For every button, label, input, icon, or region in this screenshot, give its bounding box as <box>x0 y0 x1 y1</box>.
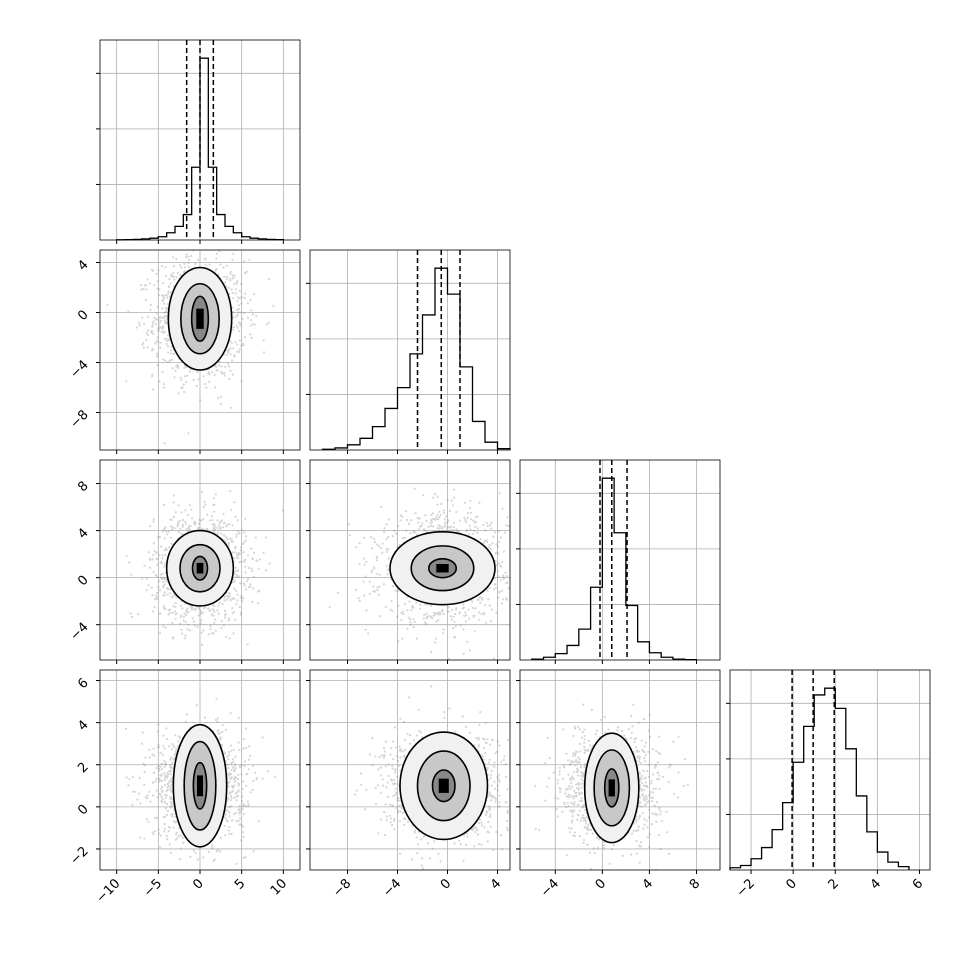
histogram-line <box>321 267 511 450</box>
contour-line-0 <box>431 769 456 803</box>
y-tick-label: −4 <box>67 358 91 382</box>
panel-content <box>520 670 720 870</box>
y-tick-label: 0 <box>75 573 91 589</box>
y-tick-label: 8 <box>75 479 91 495</box>
contour-line-1 <box>593 749 631 827</box>
contour-line-0 <box>603 768 620 808</box>
histogram-line <box>729 687 910 870</box>
panel-frame <box>729 669 931 871</box>
x-tick-label: 0 <box>784 876 800 892</box>
panel-frame <box>99 669 301 871</box>
panel-frame <box>99 249 301 451</box>
x-tick-label: −4 <box>380 876 404 900</box>
panel-frame <box>519 669 721 871</box>
x-tick-label: 6 <box>910 876 926 892</box>
contour-line-1 <box>416 750 471 822</box>
contour-line-1 <box>180 282 220 355</box>
contour-line-2 <box>399 731 489 841</box>
contour-line-0 <box>427 558 458 579</box>
contour-line-1 <box>183 740 217 831</box>
y-tick-label: 0 <box>75 802 91 818</box>
pair-panel-2-0 <box>96 459 301 664</box>
y-tick-label: −4 <box>67 620 91 644</box>
x-tick-label: −2 <box>734 876 758 900</box>
panel-frame <box>309 459 511 661</box>
x-tick-label: −8 <box>330 876 354 900</box>
y-tick-label: −8 <box>67 408 91 432</box>
x-tick-label: 0 <box>190 876 206 892</box>
x-tick-label: 5 <box>232 876 248 892</box>
contour-line-2 <box>165 529 235 607</box>
y-tick-label: 4 <box>75 718 91 734</box>
panel-frame <box>309 249 511 451</box>
diag-panel-0 <box>96 39 301 244</box>
contour-line-2 <box>583 732 640 844</box>
y-tick-label: 4 <box>75 258 91 274</box>
panel-content <box>310 460 510 660</box>
panel-frame <box>99 39 301 241</box>
diag-panel-3 <box>726 669 931 874</box>
contour-line-1 <box>179 543 221 593</box>
histogram-line <box>531 477 698 661</box>
density-peak <box>438 778 449 793</box>
contour-line-2 <box>389 530 496 606</box>
diag-panel-2 <box>516 459 721 664</box>
panel-frame <box>99 459 301 661</box>
panel-content <box>100 670 300 870</box>
x-tick-label: −4 <box>538 876 562 900</box>
x-tick-label: 2 <box>826 876 842 892</box>
x-tick-label: 4 <box>640 876 656 892</box>
contour-line-2 <box>172 723 228 848</box>
x-tick-label: 10 <box>268 876 290 898</box>
diag-panel-1 <box>306 249 511 454</box>
x-tick-label: 4 <box>488 876 504 892</box>
contour-line-1 <box>410 545 475 592</box>
pair-panel-3-0 <box>96 669 301 874</box>
y-tick-label: 2 <box>75 760 91 776</box>
y-tick-label: 4 <box>75 526 91 542</box>
x-tick-label: −10 <box>93 876 123 906</box>
contour-line-2 <box>167 266 233 371</box>
density-peak <box>196 562 204 574</box>
pair-panel-2-1 <box>306 459 511 664</box>
x-tick-label: 0 <box>438 876 454 892</box>
contour-line-0 <box>190 295 210 343</box>
contour-line-0 <box>192 761 208 810</box>
density-peak <box>197 775 203 797</box>
density-peak <box>196 308 204 329</box>
pair-panel-1-0 <box>96 249 301 454</box>
y-tick-label: −2 <box>67 844 91 868</box>
x-tick-label: −5 <box>141 876 165 900</box>
panel-content <box>100 460 300 660</box>
x-tick-label: 0 <box>593 876 609 892</box>
pair-panel-3-1 <box>306 669 511 874</box>
x-tick-label: 8 <box>687 876 703 892</box>
panel-frame <box>309 669 511 871</box>
y-tick-label: 0 <box>75 308 91 324</box>
panel-content <box>310 670 510 870</box>
panel-frame <box>519 459 721 661</box>
contour-line-0 <box>191 555 209 581</box>
density-peak <box>436 564 449 573</box>
y-tick-label: 6 <box>75 676 91 692</box>
pair-panel-3-2 <box>516 669 721 874</box>
panel-content <box>100 250 300 450</box>
x-tick-label: 4 <box>868 876 884 892</box>
density-peak <box>608 779 615 797</box>
